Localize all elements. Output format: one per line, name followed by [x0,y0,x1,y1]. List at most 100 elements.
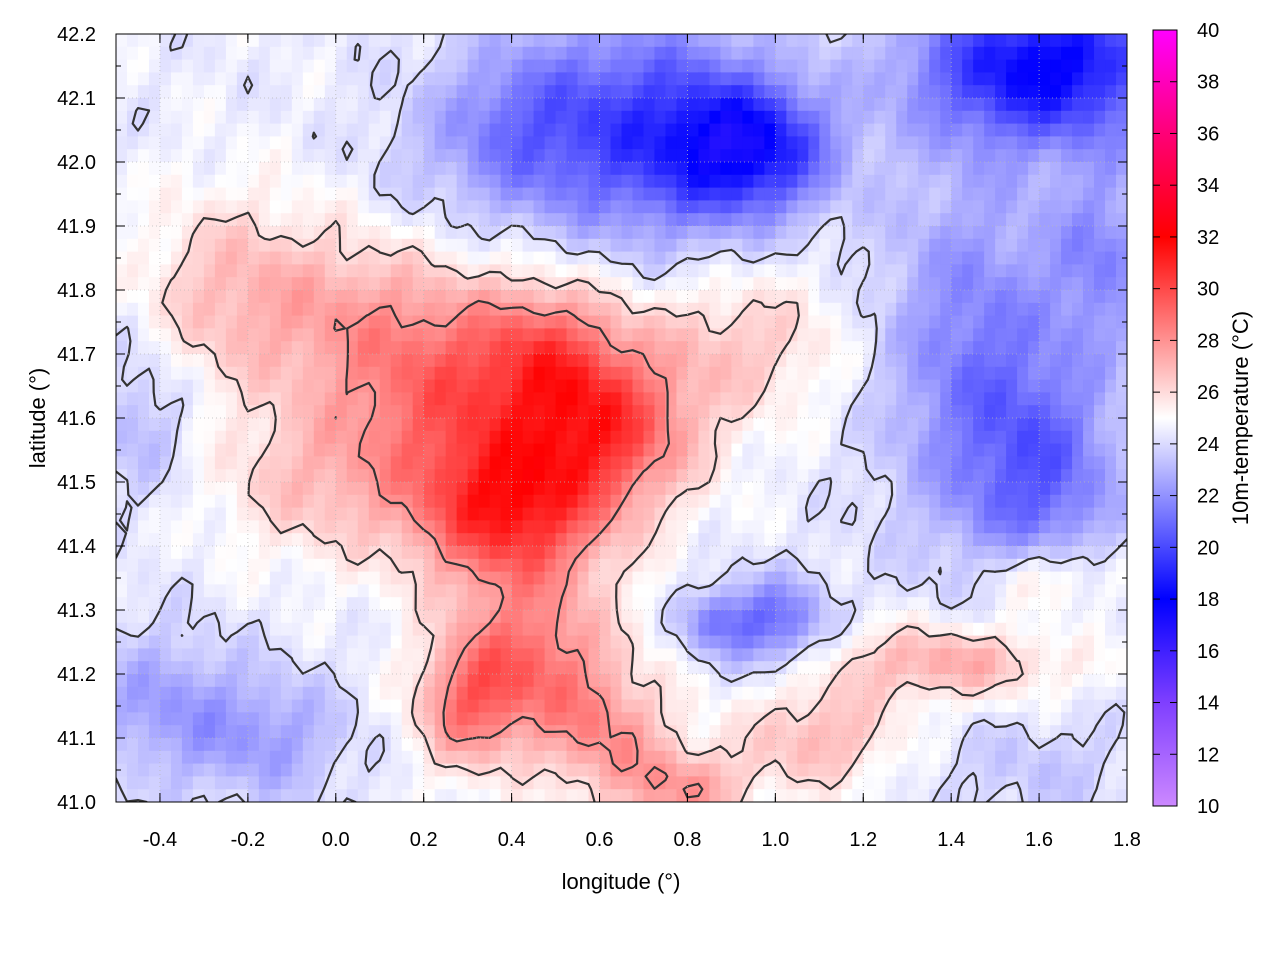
heatmap-cell [1116,661,1127,675]
heatmap-cell [577,277,590,291]
heatmap-cell [236,443,249,457]
heatmap-cell [1061,213,1073,227]
heatmap-cell [995,277,1007,291]
heatmap-cell [192,699,205,713]
heatmap-cell [577,597,590,611]
heatmap-cell [687,315,700,329]
heatmap-cell [896,443,908,457]
heatmap-cell [720,494,732,509]
heatmap-cell [566,98,579,112]
heatmap-cell [1061,341,1073,355]
heatmap-cell [291,469,304,483]
heatmap-cell [401,712,414,726]
heatmap-cell [335,430,348,445]
heatmap-cell [852,341,864,355]
heatmap-cell [962,366,974,381]
heatmap-cell [192,366,205,381]
heatmap-cell [940,571,952,585]
heatmap-cell [555,558,568,573]
heatmap-cell [137,110,150,125]
heatmap-cell [962,674,974,688]
heatmap-cell [918,302,930,317]
heatmap-cell [1061,34,1073,48]
heatmap-cell [1072,123,1084,137]
heatmap-cell [808,264,820,278]
heatmap-cell [819,622,831,637]
heatmap-cell [819,661,831,675]
heatmap-cell [852,418,864,432]
heatmap-cell [269,226,282,240]
heatmap-cell [489,59,502,73]
heatmap-cell [423,34,436,48]
heatmap-cell [1006,149,1018,163]
heatmap-cell [192,187,205,201]
heatmap-cell [544,456,557,470]
heatmap-cell [973,533,985,547]
heatmap-cell [379,302,392,317]
heatmap-cell [456,622,469,637]
heatmap-cell [181,290,194,304]
heatmap-cell [346,494,359,509]
heatmap-cell [137,635,150,649]
heatmap-cell [973,341,985,355]
heatmap-cell [742,392,754,406]
heatmap-cell [412,494,425,509]
heatmap-cell [951,610,963,624]
heatmap-cell [775,686,787,701]
heatmap-cell [522,635,535,649]
heatmap-cell [962,46,974,61]
heatmap-cell [665,264,678,278]
heatmap-cell [291,686,304,701]
heatmap-cell [522,558,535,573]
heatmap-cell [511,264,524,278]
heatmap-cell [929,430,941,445]
heatmap-cell [885,443,897,457]
heatmap-cell [390,494,403,509]
heatmap-cell [116,443,128,457]
heatmap-cell [478,200,491,214]
heatmap-cell [852,558,864,573]
heatmap-cell [159,558,172,573]
heatmap-cell [819,610,831,624]
heatmap-cell [643,34,656,48]
heatmap-cell [412,251,425,265]
heatmap-cell [390,405,403,419]
heatmap-cell [588,290,601,304]
heatmap-cell [819,366,831,381]
heatmap-cell [753,34,765,48]
heatmap-cell [676,610,689,624]
heatmap-cell [236,699,249,713]
heatmap-cell [511,34,524,48]
heatmap-cell [918,712,930,726]
heatmap-cell [731,136,743,150]
heatmap-cell [1105,200,1117,214]
heatmap-cell [830,469,842,483]
heatmap-cell [1006,443,1018,457]
heatmap-cell [962,226,974,240]
heatmap-cell [181,494,194,509]
heatmap-cell [599,405,612,419]
heatmap-cell [709,571,721,585]
heatmap-cell [1072,405,1084,419]
heatmap-cell [302,277,315,291]
heatmap-cell [918,648,930,662]
heatmap-cell [830,405,842,419]
heatmap-cell [500,584,513,598]
heatmap-cell [621,661,634,675]
heatmap-cell [192,494,205,509]
heatmap-cell [874,674,886,688]
heatmap-cell [929,533,941,547]
heatmap-cell [918,251,930,265]
heatmap-cell [951,661,963,675]
heatmap-cell [962,584,974,598]
heatmap-cell [676,85,689,99]
heatmap-cell [192,136,205,150]
heatmap-cell [852,674,864,688]
heatmap-cell [434,238,447,253]
heatmap-cell [599,674,612,688]
heatmap-cell [467,379,480,393]
heatmap-cell [885,405,897,419]
heatmap-cell [511,46,524,61]
heatmap-cell [819,674,831,688]
heatmap-cell [687,123,700,137]
